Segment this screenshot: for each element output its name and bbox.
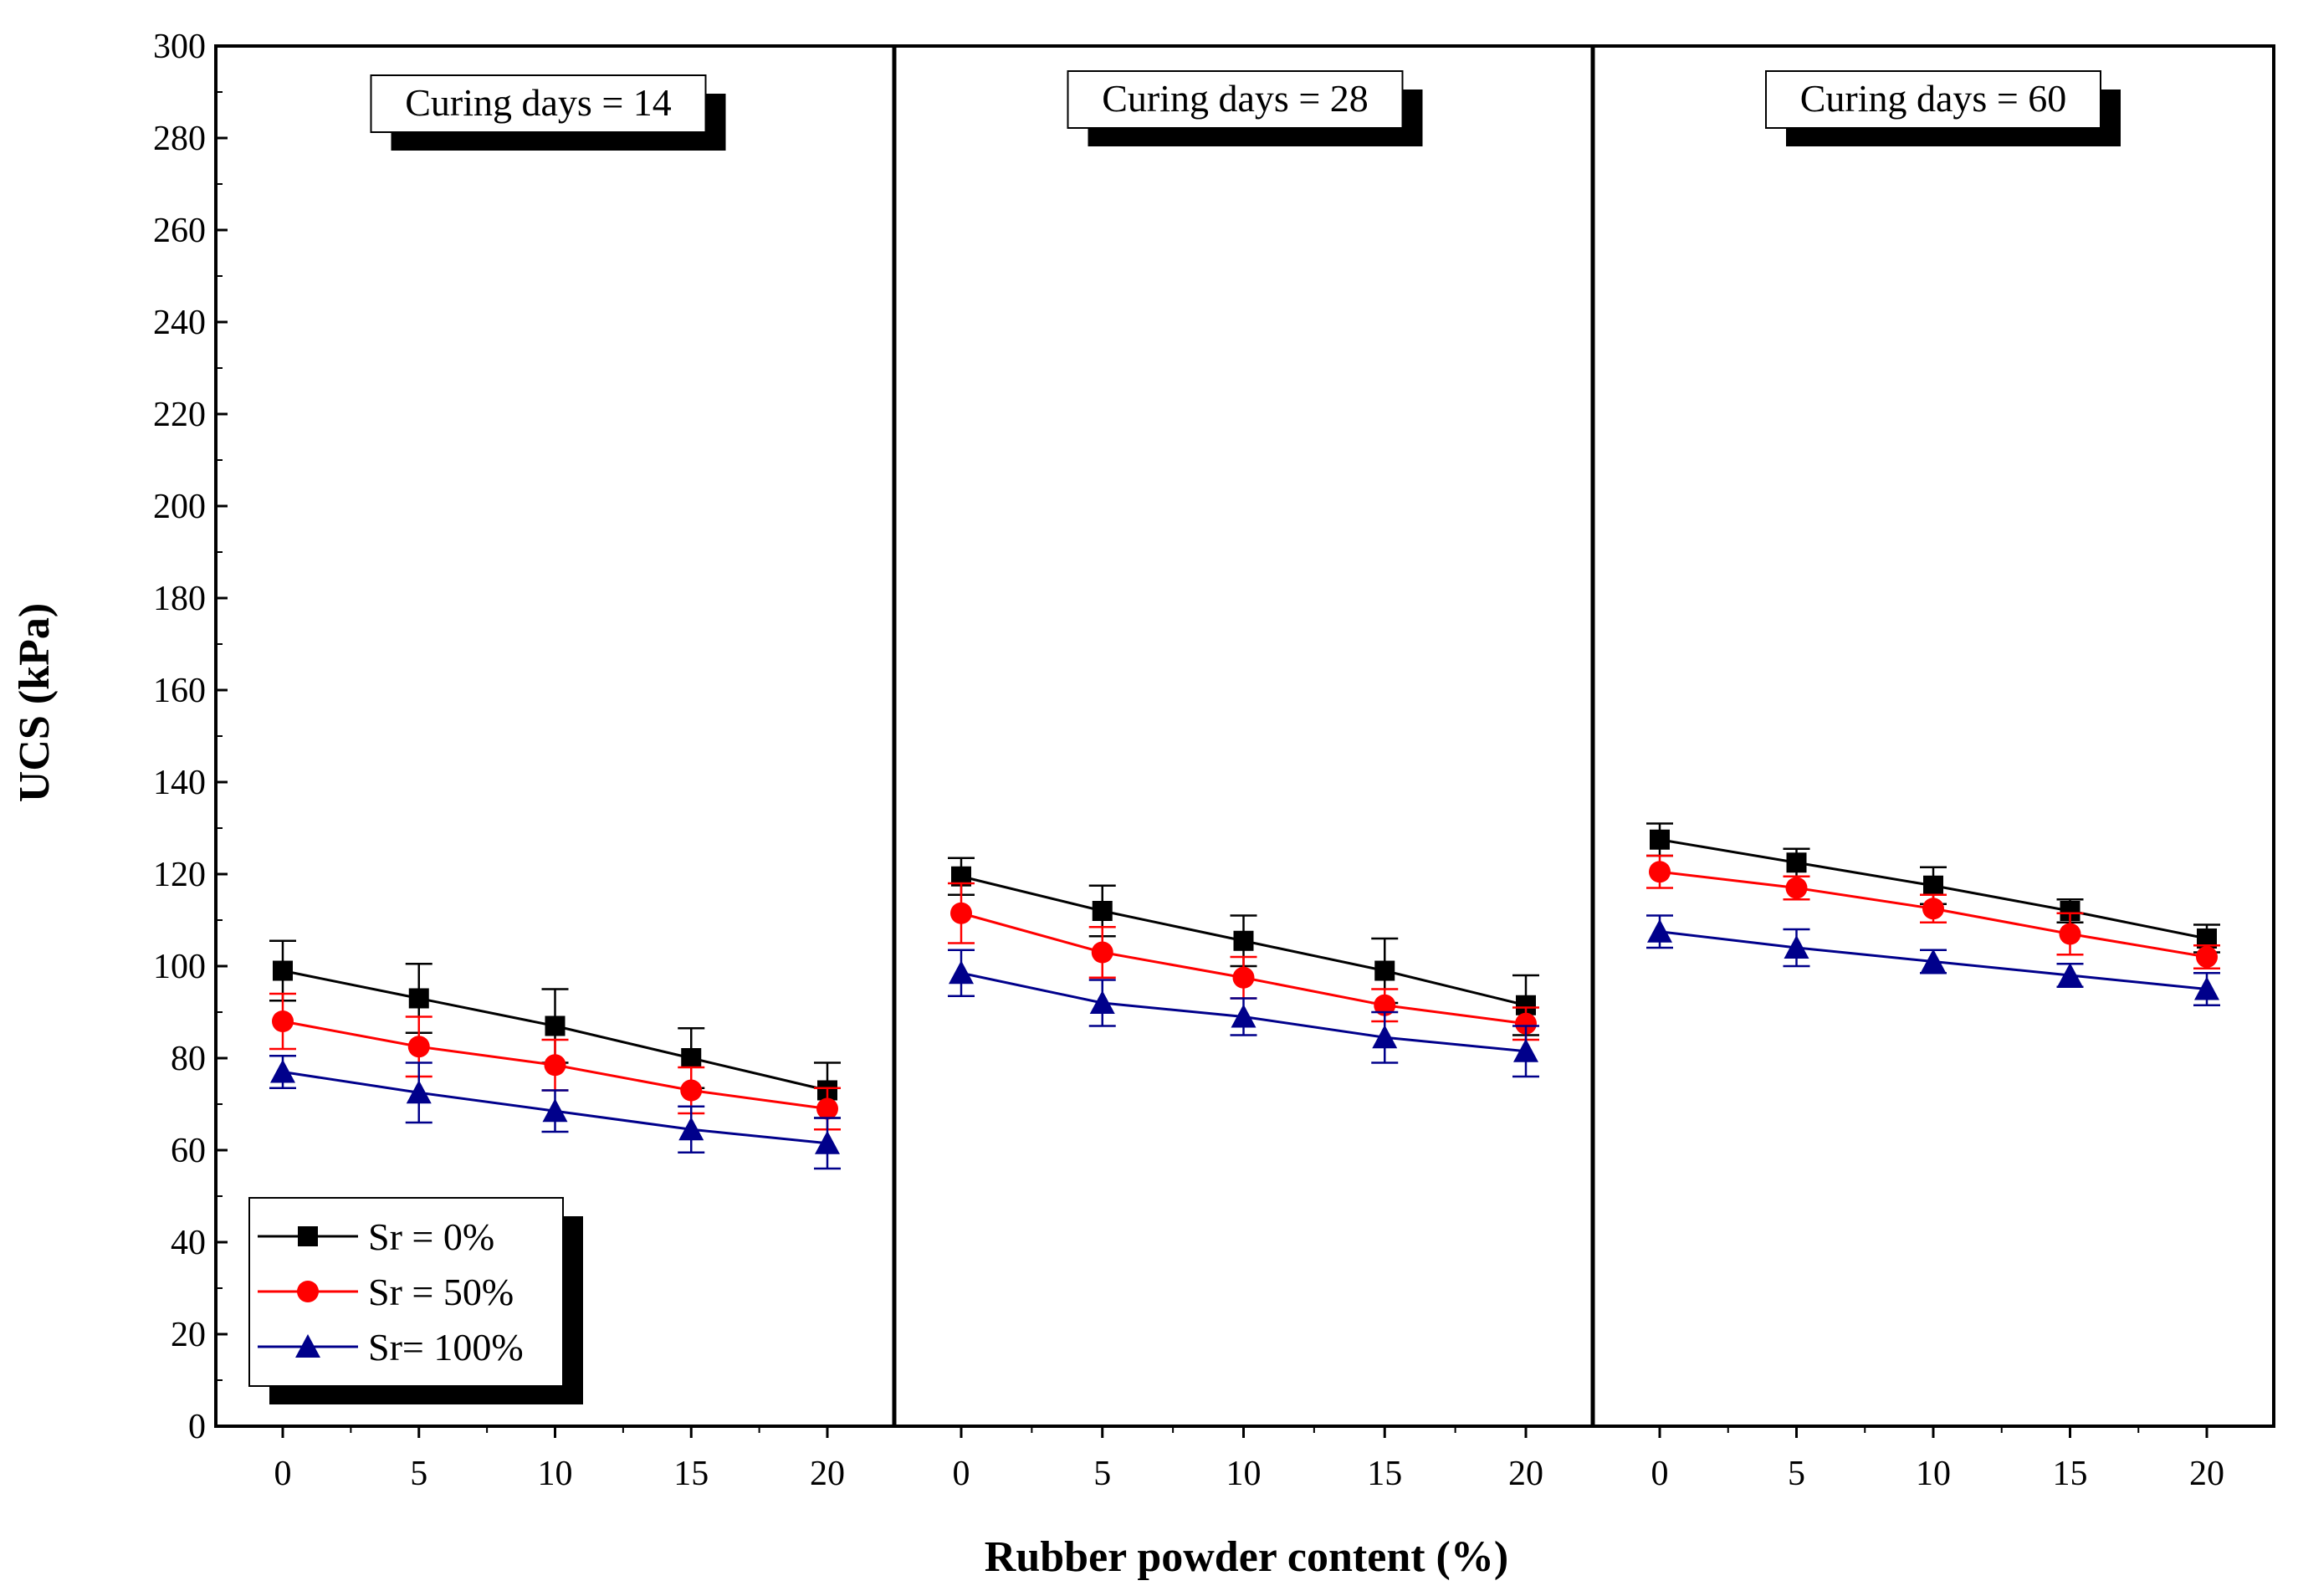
data-point <box>1372 1025 1398 1049</box>
x-axis-title: Rubber powder content (%) <box>985 1533 1508 1581</box>
panel-label-box <box>370 74 707 133</box>
legend-label: Sr = 0% <box>368 1215 494 1258</box>
legend-marker <box>295 1334 320 1358</box>
legend-marker <box>298 1226 318 1246</box>
axes-layer <box>214 44 2275 1438</box>
y-axis-title: UCS (kPa) <box>11 603 59 802</box>
data-point <box>1089 990 1115 1014</box>
legend: Sr = 0% Sr = 50% Sr= 100% <box>248 1197 583 1404</box>
x-tick-label: 5 <box>410 1455 427 1493</box>
y-tick-label: 240 <box>153 304 206 342</box>
data-point <box>1513 1038 1538 1062</box>
data-point <box>815 1130 840 1154</box>
legend-marker <box>297 1281 319 1302</box>
y-tick-label: 0 <box>188 1408 206 1446</box>
data-point <box>2196 946 2218 968</box>
x-tick-label: 15 <box>1367 1455 1402 1493</box>
data-point <box>1784 935 1809 959</box>
data-point <box>406 1080 432 1104</box>
data-point <box>1785 877 1808 899</box>
data-point <box>1921 949 1946 973</box>
data-point <box>2194 976 2219 1000</box>
x-tick-label: 10 <box>538 1455 573 1493</box>
panel-label: Curing days = 60 <box>1800 77 2067 120</box>
y-tick-label: 280 <box>153 120 206 158</box>
y-tick-label: 220 <box>153 396 206 434</box>
data-point <box>544 1054 566 1077</box>
x-tick-label: 0 <box>274 1455 292 1493</box>
y-tick-label: 100 <box>153 948 206 986</box>
x-tick-label: 20 <box>810 1455 845 1493</box>
y-tick-label: 60 <box>171 1132 206 1170</box>
data-layer <box>269 822 2220 1170</box>
data-point <box>407 1036 430 1058</box>
x-tick-label: 0 <box>1651 1455 1669 1493</box>
x-tick-label: 20 <box>2189 1455 2224 1493</box>
y-tick-label: 80 <box>171 1040 206 1078</box>
data-point <box>542 1098 568 1123</box>
y-tick-label: 300 <box>153 28 206 66</box>
legend-label: Sr= 100% <box>368 1326 524 1368</box>
data-point <box>1092 901 1113 921</box>
x-tick-label: 5 <box>1093 1455 1111 1493</box>
y-tick-label: 140 <box>153 764 206 802</box>
data-point <box>816 1097 838 1120</box>
data-point <box>680 1079 703 1102</box>
y-tick-label: 200 <box>153 488 206 526</box>
data-point <box>678 1117 704 1141</box>
y-tick-label: 260 <box>153 212 206 250</box>
data-point <box>1374 960 1395 981</box>
label-layer: 0204060801001201401601802002202402602803… <box>153 28 2224 1493</box>
data-point <box>1923 875 1943 896</box>
data-point <box>1231 1004 1256 1028</box>
data-point <box>1786 852 1807 873</box>
x-tick-label: 10 <box>1916 1455 1951 1493</box>
x-tick-label: 0 <box>953 1455 970 1493</box>
data-point <box>272 1010 294 1032</box>
legend-label: Sr = 50% <box>368 1271 514 1313</box>
x-tick-label: 15 <box>2053 1455 2088 1493</box>
panel-label-box <box>1765 70 2101 129</box>
data-point <box>1233 930 1254 951</box>
data-point <box>2057 963 2083 986</box>
panel-label-box <box>1067 70 1404 129</box>
y-tick-label: 120 <box>153 856 206 894</box>
data-point <box>1374 994 1396 1016</box>
data-point <box>1649 861 1671 883</box>
data-point <box>681 1048 702 1068</box>
data-point <box>1091 941 1113 964</box>
data-point <box>2059 923 2081 945</box>
data-point <box>1922 898 1944 920</box>
data-point <box>1232 966 1255 989</box>
y-tick-label: 40 <box>171 1224 206 1262</box>
data-point <box>408 988 429 1009</box>
data-point <box>1647 918 1672 943</box>
data-point <box>270 1059 295 1083</box>
data-point <box>949 960 974 985</box>
data-point <box>1515 1012 1537 1035</box>
y-tick-label: 20 <box>171 1316 206 1354</box>
x-tick-label: 15 <box>673 1455 709 1493</box>
data-point <box>273 960 293 981</box>
x-tick-label: 10 <box>1226 1455 1262 1493</box>
panel-label: Curing days = 14 <box>405 81 672 124</box>
panel-label: Curing days = 28 <box>1102 77 1369 120</box>
y-tick-label: 180 <box>153 580 206 618</box>
data-point <box>1650 829 1670 850</box>
x-tick-label: 5 <box>1788 1455 1805 1493</box>
x-tick-label: 20 <box>1508 1455 1543 1493</box>
data-point <box>950 902 972 924</box>
data-point <box>545 1015 566 1036</box>
y-tick-label: 160 <box>153 672 206 710</box>
